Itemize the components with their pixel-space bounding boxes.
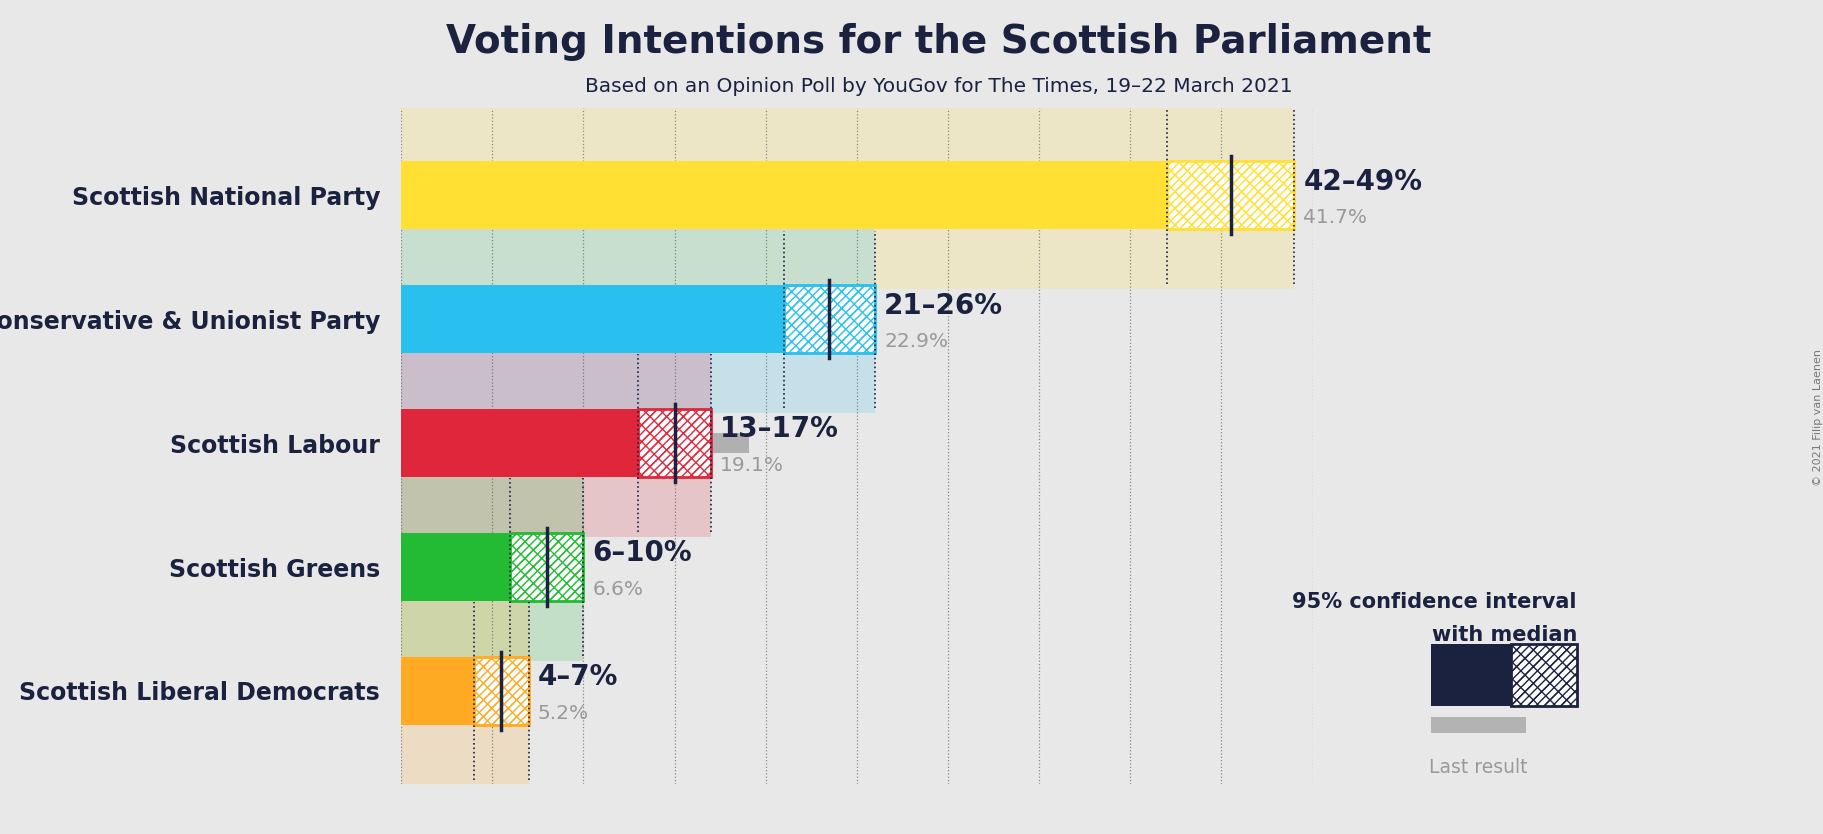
- Bar: [510, 533, 583, 601]
- Bar: [474, 657, 529, 725]
- Bar: [401, 533, 510, 601]
- Text: 42–49%: 42–49%: [1303, 168, 1422, 195]
- Text: 4–7%: 4–7%: [538, 663, 618, 691]
- Text: 6–10%: 6–10%: [592, 540, 693, 567]
- Bar: [401, 102, 1294, 289]
- Text: Voting Intentions for the Scottish Parliament: Voting Intentions for the Scottish Parli…: [447, 23, 1431, 62]
- Bar: [474, 657, 529, 725]
- Text: 19.1%: 19.1%: [720, 456, 784, 475]
- Bar: [638, 409, 711, 477]
- Bar: [638, 409, 711, 477]
- Bar: [1511, 644, 1577, 706]
- Bar: [510, 533, 583, 601]
- Bar: [474, 657, 529, 725]
- Text: Last result: Last result: [1429, 758, 1528, 777]
- Bar: [401, 657, 474, 725]
- Bar: [784, 285, 875, 354]
- Bar: [1167, 161, 1294, 229]
- Bar: [1167, 161, 1294, 229]
- Bar: [401, 161, 1167, 229]
- Bar: [510, 533, 583, 601]
- Bar: [401, 409, 638, 477]
- Text: Based on an Opinion Poll by YouGov for The Times, 19–22 March 2021: Based on an Opinion Poll by YouGov for T…: [585, 77, 1293, 96]
- Bar: [784, 285, 875, 354]
- Bar: [1511, 644, 1577, 706]
- Bar: [401, 474, 583, 661]
- Text: 13–17%: 13–17%: [720, 415, 839, 444]
- Text: 41.7%: 41.7%: [1303, 208, 1367, 227]
- Bar: [401, 681, 496, 701]
- Bar: [1167, 161, 1294, 229]
- Bar: [401, 597, 529, 785]
- Bar: [638, 409, 711, 477]
- Bar: [401, 433, 749, 453]
- Text: with median: with median: [1431, 626, 1577, 646]
- Bar: [1511, 644, 1577, 706]
- Bar: [1431, 644, 1511, 706]
- Bar: [401, 349, 711, 536]
- Text: 21–26%: 21–26%: [884, 292, 1003, 319]
- Bar: [784, 285, 875, 354]
- Text: 95% confidence interval: 95% confidence interval: [1293, 592, 1577, 612]
- Bar: [401, 285, 784, 354]
- Text: 6.6%: 6.6%: [592, 580, 644, 599]
- Bar: [401, 225, 875, 413]
- Bar: [401, 557, 521, 577]
- Bar: [1431, 717, 1526, 733]
- Bar: [401, 185, 1161, 205]
- Text: 5.2%: 5.2%: [538, 704, 589, 723]
- Text: 22.9%: 22.9%: [884, 332, 948, 351]
- Text: © 2021 Filip van Laenen: © 2021 Filip van Laenen: [1812, 349, 1823, 485]
- Bar: [401, 309, 819, 329]
